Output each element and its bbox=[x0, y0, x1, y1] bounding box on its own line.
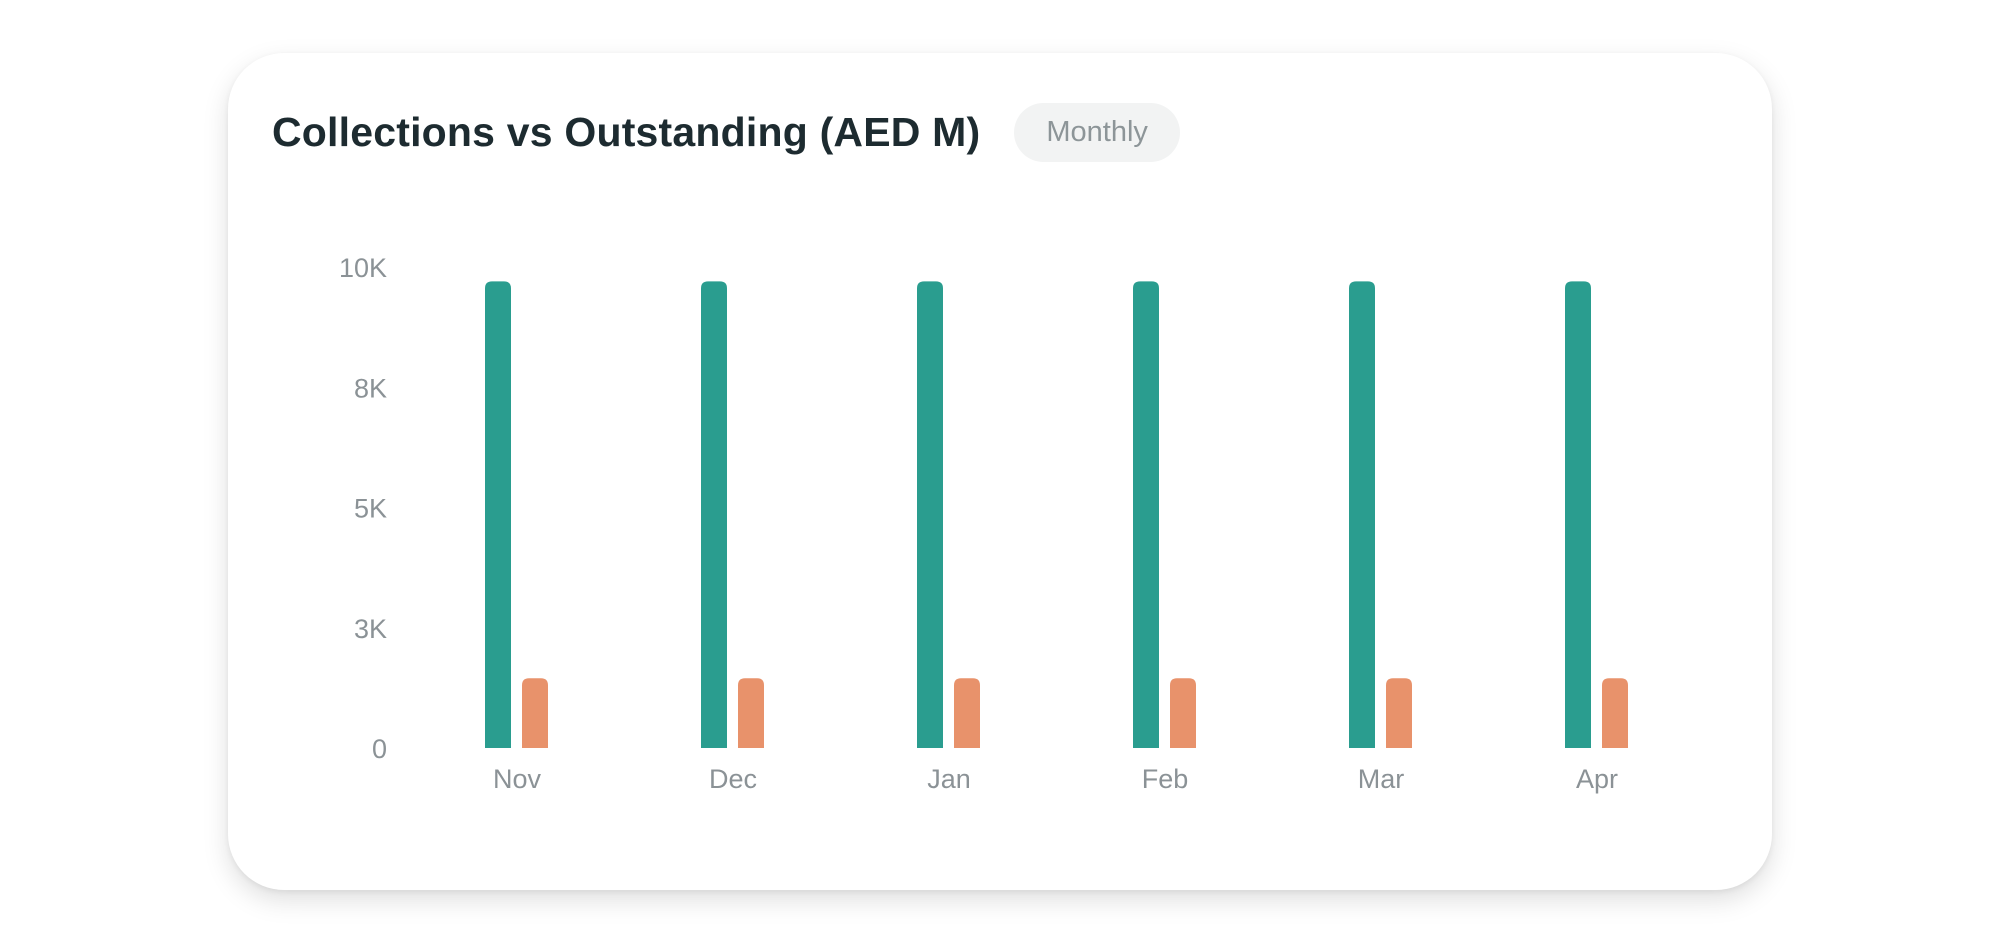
bar-series-1 bbox=[485, 281, 511, 748]
chart-card: Collections vs Outstanding (AED M) Month… bbox=[228, 53, 1772, 890]
y-tick-label: 5K bbox=[354, 494, 387, 524]
x-tick-label: Feb bbox=[1142, 764, 1189, 794]
x-tick-label: Apr bbox=[1576, 764, 1618, 794]
chart-title: Collections vs Outstanding (AED M) bbox=[272, 109, 981, 155]
bar-series-2 bbox=[1386, 678, 1412, 748]
bar-series-1 bbox=[1133, 281, 1159, 748]
bar-series-2 bbox=[522, 678, 548, 748]
bar-series-1 bbox=[1565, 281, 1591, 748]
y-tick-label: 10K bbox=[339, 253, 387, 283]
bar-series-2 bbox=[954, 678, 980, 748]
x-tick-label: Dec bbox=[709, 764, 757, 794]
x-tick-label: Mar bbox=[1358, 764, 1405, 794]
bar-chart: 0 3K 5K 8K 10K Nov Dec Jan Feb Mar Apr bbox=[339, 253, 1628, 794]
bar-series-1 bbox=[917, 281, 943, 748]
bar-series-1 bbox=[701, 281, 727, 748]
bar-series-2 bbox=[738, 678, 764, 748]
x-tick-label: Jan bbox=[927, 764, 971, 794]
y-tick-label: 8K bbox=[354, 373, 387, 403]
y-tick-label: 3K bbox=[354, 614, 387, 644]
x-tick-label: Nov bbox=[493, 764, 542, 794]
period-badge[interactable]: Monthly bbox=[1014, 103, 1180, 162]
bar-series-2 bbox=[1602, 678, 1628, 748]
y-tick-label: 0 bbox=[372, 734, 387, 764]
bar-series-1 bbox=[1349, 281, 1375, 748]
card-header: Collections vs Outstanding (AED M) Month… bbox=[272, 103, 1180, 162]
bar-series-2 bbox=[1170, 678, 1196, 748]
